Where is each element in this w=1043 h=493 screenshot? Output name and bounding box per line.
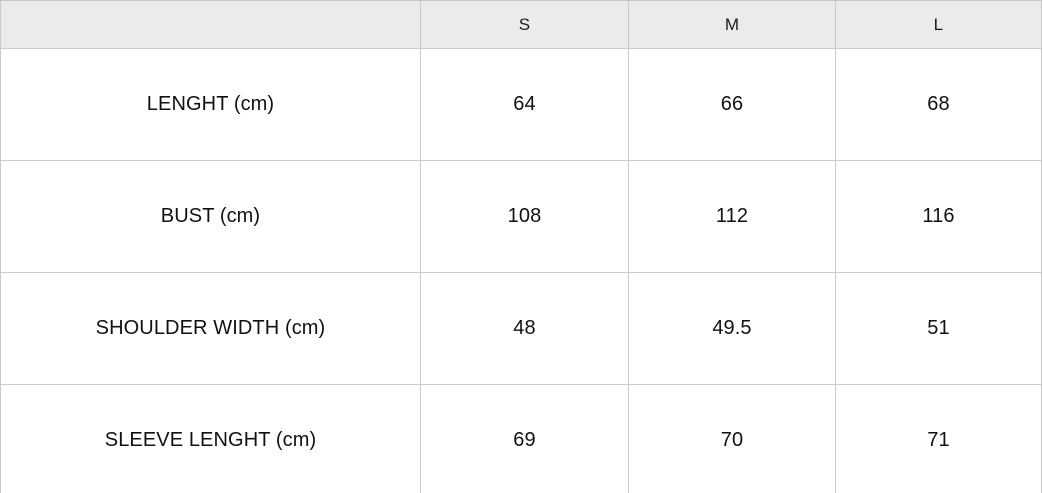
cell-shoulder-width-m: 49.5 [628, 272, 836, 385]
cell-shoulder-width-s: 48 [420, 272, 629, 385]
cell-length-s: 64 [420, 48, 629, 161]
column-header-size-s: S [420, 0, 629, 49]
cell-shoulder-width-l: 51 [835, 272, 1042, 385]
cell-bust-l: 116 [835, 160, 1042, 273]
cell-length-m: 66 [628, 48, 836, 161]
row-label-shoulder-width: SHOULDER WIDTH (cm) [0, 272, 421, 385]
cell-sleeve-length-m: 70 [628, 384, 836, 493]
header-row: S M L [0, 0, 1042, 49]
table-row: BUST (cm) 108 112 116 [0, 160, 1042, 273]
table-row: LENGHT (cm) 64 66 68 [0, 48, 1042, 161]
cell-bust-m: 112 [628, 160, 836, 273]
table-row: SLEEVE LENGHT (cm) 69 70 71 [0, 384, 1042, 493]
row-label-bust: BUST (cm) [0, 160, 421, 273]
table-header: S M L [0, 0, 1042, 49]
column-header-size-l: L [835, 0, 1042, 49]
cell-bust-s: 108 [420, 160, 629, 273]
cell-sleeve-length-s: 69 [420, 384, 629, 493]
column-header-size-m: M [628, 0, 836, 49]
cell-length-l: 68 [835, 48, 1042, 161]
cell-sleeve-length-l: 71 [835, 384, 1042, 493]
row-label-sleeve-length: SLEEVE LENGHT (cm) [0, 384, 421, 493]
table-row: SHOULDER WIDTH (cm) 48 49.5 51 [0, 272, 1042, 385]
table-body: LENGHT (cm) 64 66 68 BUST (cm) 108 112 1… [0, 48, 1042, 493]
row-label-length: LENGHT (cm) [0, 48, 421, 161]
column-header-measurement [0, 0, 421, 49]
